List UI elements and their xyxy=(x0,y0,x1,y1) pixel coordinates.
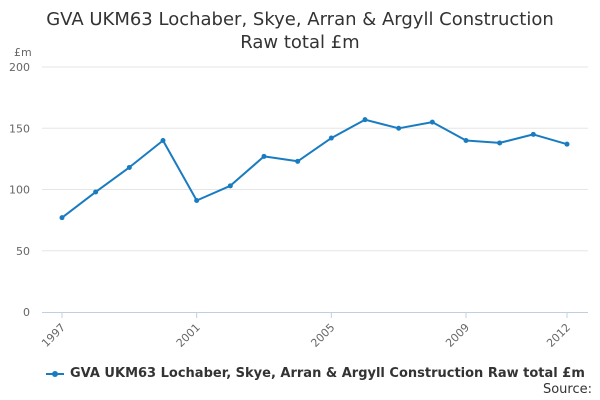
chart-title-line-2: Raw total £m xyxy=(240,32,360,53)
series-line-0 xyxy=(61,118,568,219)
data-point-2010 xyxy=(497,140,503,146)
data-point-1999 xyxy=(126,164,132,170)
y-tick-label-50: 50 xyxy=(16,245,30,258)
legend[interactable]: GVA UKM63 Lochaber, Skye, Arran & Argyll… xyxy=(46,366,585,381)
y-axis-unit-label: £m xyxy=(14,46,32,59)
y-tick-label-0: 0 xyxy=(23,306,30,319)
data-point-2007 xyxy=(396,125,402,131)
data-point-2008 xyxy=(429,119,435,125)
data-point-2005 xyxy=(328,135,334,141)
legend-swatch-marker xyxy=(52,370,58,377)
x-tick-label-2009: 2009 xyxy=(443,321,472,350)
y-tick-label-200: 200 xyxy=(9,61,30,74)
y-tick-label-150: 150 xyxy=(9,122,30,135)
data-point-2009 xyxy=(463,138,469,143)
legend-swatch xyxy=(46,369,64,379)
data-point-2011 xyxy=(530,131,536,137)
source-label: Source: xyxy=(542,382,592,397)
chart-title-line-1: GVA UKM63 Lochaber, Skye, Arran & Argyll… xyxy=(46,9,554,30)
data-point-2003 xyxy=(261,153,267,159)
x-tick-label-2001: 2001 xyxy=(174,321,203,350)
y-tick-label-100: 100 xyxy=(9,184,30,197)
data-point-2006 xyxy=(362,117,368,123)
legend-label: GVA UKM63 Lochaber, Skye, Arran & Argyll… xyxy=(70,366,585,381)
x-tick-label-1997: 1997 xyxy=(39,321,68,350)
data-point-2004 xyxy=(295,158,301,164)
data-point-2012 xyxy=(564,141,570,147)
chart-title: GVA UKM63 Lochaber, Skye, Arran & Argyll… xyxy=(0,8,600,54)
data-point-2002 xyxy=(227,183,233,189)
data-point-1998 xyxy=(93,189,99,195)
x-tick-label-2012: 2012 xyxy=(544,321,573,350)
data-point-2001 xyxy=(194,198,200,204)
data-point-1997 xyxy=(59,215,65,221)
data-point-2000 xyxy=(160,138,166,143)
x-tick-label-2005: 2005 xyxy=(308,321,337,350)
